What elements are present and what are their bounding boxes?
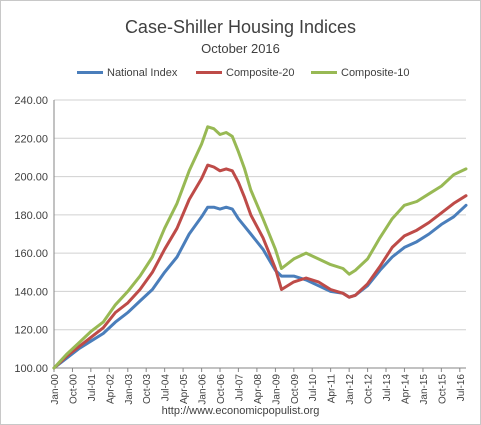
x-tick-label: Jan-00 bbox=[50, 374, 61, 405]
x-tick-label: Oct-03 bbox=[142, 374, 153, 404]
x-tick-label: Apr-02 bbox=[105, 374, 116, 404]
chart-footer: http://www.economicpopulist.org bbox=[161, 405, 320, 417]
legend-label-national-index: National Index bbox=[107, 67, 178, 79]
legend-item-composite-20: Composite-20 bbox=[196, 67, 294, 79]
series-line-composite-10 bbox=[52, 125, 468, 370]
x-tick-label: Jan-09 bbox=[271, 374, 282, 405]
y-tick-label: 120.00 bbox=[14, 325, 48, 337]
x-tick-label: Apr-05 bbox=[179, 374, 190, 404]
x-tick-label: Jul-04 bbox=[161, 374, 172, 402]
x-tick-label: Jul-13 bbox=[382, 374, 393, 402]
x-tick-label: Jul-01 bbox=[87, 374, 98, 402]
series-line-national-index bbox=[52, 203, 468, 370]
x-tick-label: Oct-09 bbox=[290, 374, 301, 404]
y-tick-label: 240.00 bbox=[14, 95, 48, 107]
x-tick-label: Oct-12 bbox=[364, 374, 375, 404]
x-tick-label: Apr-08 bbox=[253, 374, 264, 404]
y-tick-label: 200.00 bbox=[14, 172, 48, 184]
x-tick-label: Apr-11 bbox=[327, 374, 338, 404]
x-tick-label: Jan-15 bbox=[419, 374, 430, 405]
y-tick-label: 220.00 bbox=[14, 133, 48, 145]
x-tick-label: Jan-03 bbox=[124, 374, 135, 405]
legend-swatch-national-index bbox=[77, 70, 103, 74]
x-tick-label: Oct-06 bbox=[216, 374, 227, 404]
x-tick-label: Oct-00 bbox=[68, 374, 79, 404]
series-line-composite-20 bbox=[52, 163, 468, 370]
legend-label-composite-20: Composite-20 bbox=[226, 67, 295, 79]
x-tick-label: Jul-16 bbox=[456, 374, 467, 402]
y-tick-label: 180.00 bbox=[14, 210, 48, 222]
x-tick-label: Jan-12 bbox=[345, 374, 356, 405]
chart-subtitle: October 2016 bbox=[201, 41, 280, 56]
x-tick-label: Jan-06 bbox=[198, 374, 209, 405]
legend-item-composite-10: Composite-10 bbox=[311, 67, 409, 79]
legend-label-composite-10: Composite-10 bbox=[341, 67, 410, 79]
x-tick-label: Apr-14 bbox=[400, 374, 411, 404]
x-tick-label: Jul-07 bbox=[234, 374, 245, 402]
legend-swatch-composite-20 bbox=[196, 70, 222, 74]
legend-item-national-index: National Index bbox=[77, 67, 177, 79]
x-tick-label: Oct-15 bbox=[437, 374, 448, 404]
y-tick-label: 140.00 bbox=[14, 286, 48, 298]
chart-title: Case-Shiller Housing Indices bbox=[124, 17, 357, 37]
y-tick-label: 100.00 bbox=[14, 363, 48, 375]
legend: National Index Composite-20 Composite-10 bbox=[1, 67, 480, 83]
y-tick-label: 160.00 bbox=[14, 248, 48, 260]
legend-swatch-composite-10 bbox=[311, 70, 337, 74]
x-tick-label: Jul-10 bbox=[308, 374, 319, 402]
